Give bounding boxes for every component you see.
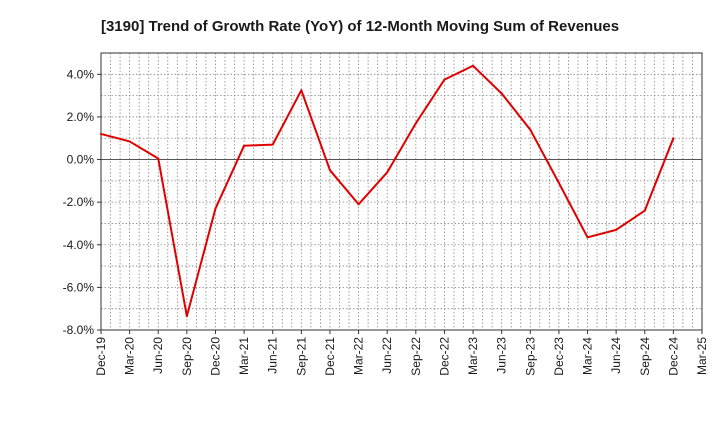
y-tick-label: -4.0%	[63, 238, 95, 252]
data-point	[443, 78, 446, 81]
x-tick-label: Jun-23	[495, 337, 509, 374]
x-tick-label: Mar-21	[237, 337, 251, 375]
axes	[100, 52, 703, 331]
x-tick-label: Jun-24	[609, 337, 623, 374]
x-tick-label: Jun-20	[151, 337, 165, 374]
data-point	[586, 236, 589, 239]
data-point	[243, 144, 246, 147]
y-tick-label: 0.0%	[67, 153, 95, 167]
y-tick-label: 4.0%	[67, 67, 95, 81]
x-axis-ticks: Dec-19 Mar-20 Jun-20 Sep-20 Dec-20 Mar-21 Jun-…	[94, 330, 709, 376]
x-tick-label: Sep-24	[638, 337, 652, 376]
x-tick-label: Sep-22	[409, 337, 423, 376]
x-tick-label: Jun-21	[266, 337, 280, 374]
data-point	[414, 122, 417, 125]
data-point	[328, 169, 331, 172]
x-tick-label: Dec-21	[323, 337, 337, 376]
x-tick-label: Mar-24	[581, 337, 595, 375]
data-point	[357, 203, 360, 206]
data-point	[672, 137, 675, 140]
x-tick-label: Sep-20	[180, 337, 194, 376]
data-point	[615, 228, 618, 231]
x-tick-label: Dec-24	[666, 337, 680, 376]
data-point	[100, 132, 102, 135]
x-tick-label: Sep-23	[523, 337, 537, 376]
x-tick-label: Mar-23	[466, 337, 480, 375]
data-point	[214, 207, 217, 210]
data-point	[157, 157, 160, 160]
x-tick-label: Mar-25	[695, 337, 709, 375]
series-layer	[100, 64, 675, 318]
grid	[101, 52, 702, 331]
data-point	[128, 140, 131, 143]
data-point	[557, 181, 560, 184]
x-tick-label: Dec-22	[437, 337, 451, 376]
chart-title: [3190] Trend of Growth Rate (YoY) of 12-…	[101, 18, 619, 35]
x-tick-label: Dec-19	[94, 337, 108, 376]
x-tick-label: Dec-20	[208, 337, 222, 376]
x-tick-label: Mar-20	[123, 337, 137, 375]
x-tick-label: Dec-23	[552, 337, 566, 376]
data-point	[185, 315, 188, 318]
x-tick-label: Jun-22	[380, 337, 394, 374]
data-point	[386, 171, 389, 174]
y-tick-label: -6.0%	[63, 280, 95, 294]
data-point	[271, 143, 274, 146]
data-point	[529, 128, 532, 131]
data-point	[500, 92, 503, 95]
y-tick-label: -2.0%	[63, 195, 95, 209]
plot-frame	[100, 52, 703, 331]
data-point	[300, 89, 303, 92]
plot-area	[101, 53, 702, 330]
y-axis-ticks: 4.0% 2.0% 0.0% -2.0% -4.0% -6.0% -8.0%	[63, 67, 101, 337]
x-tick-label: Mar-22	[352, 337, 366, 375]
data-point	[472, 64, 475, 67]
y-tick-label: 2.0%	[67, 110, 95, 124]
x-tick-label: Sep-21	[294, 337, 308, 376]
data-point	[643, 209, 646, 212]
y-tick-label: -8.0%	[63, 323, 95, 337]
